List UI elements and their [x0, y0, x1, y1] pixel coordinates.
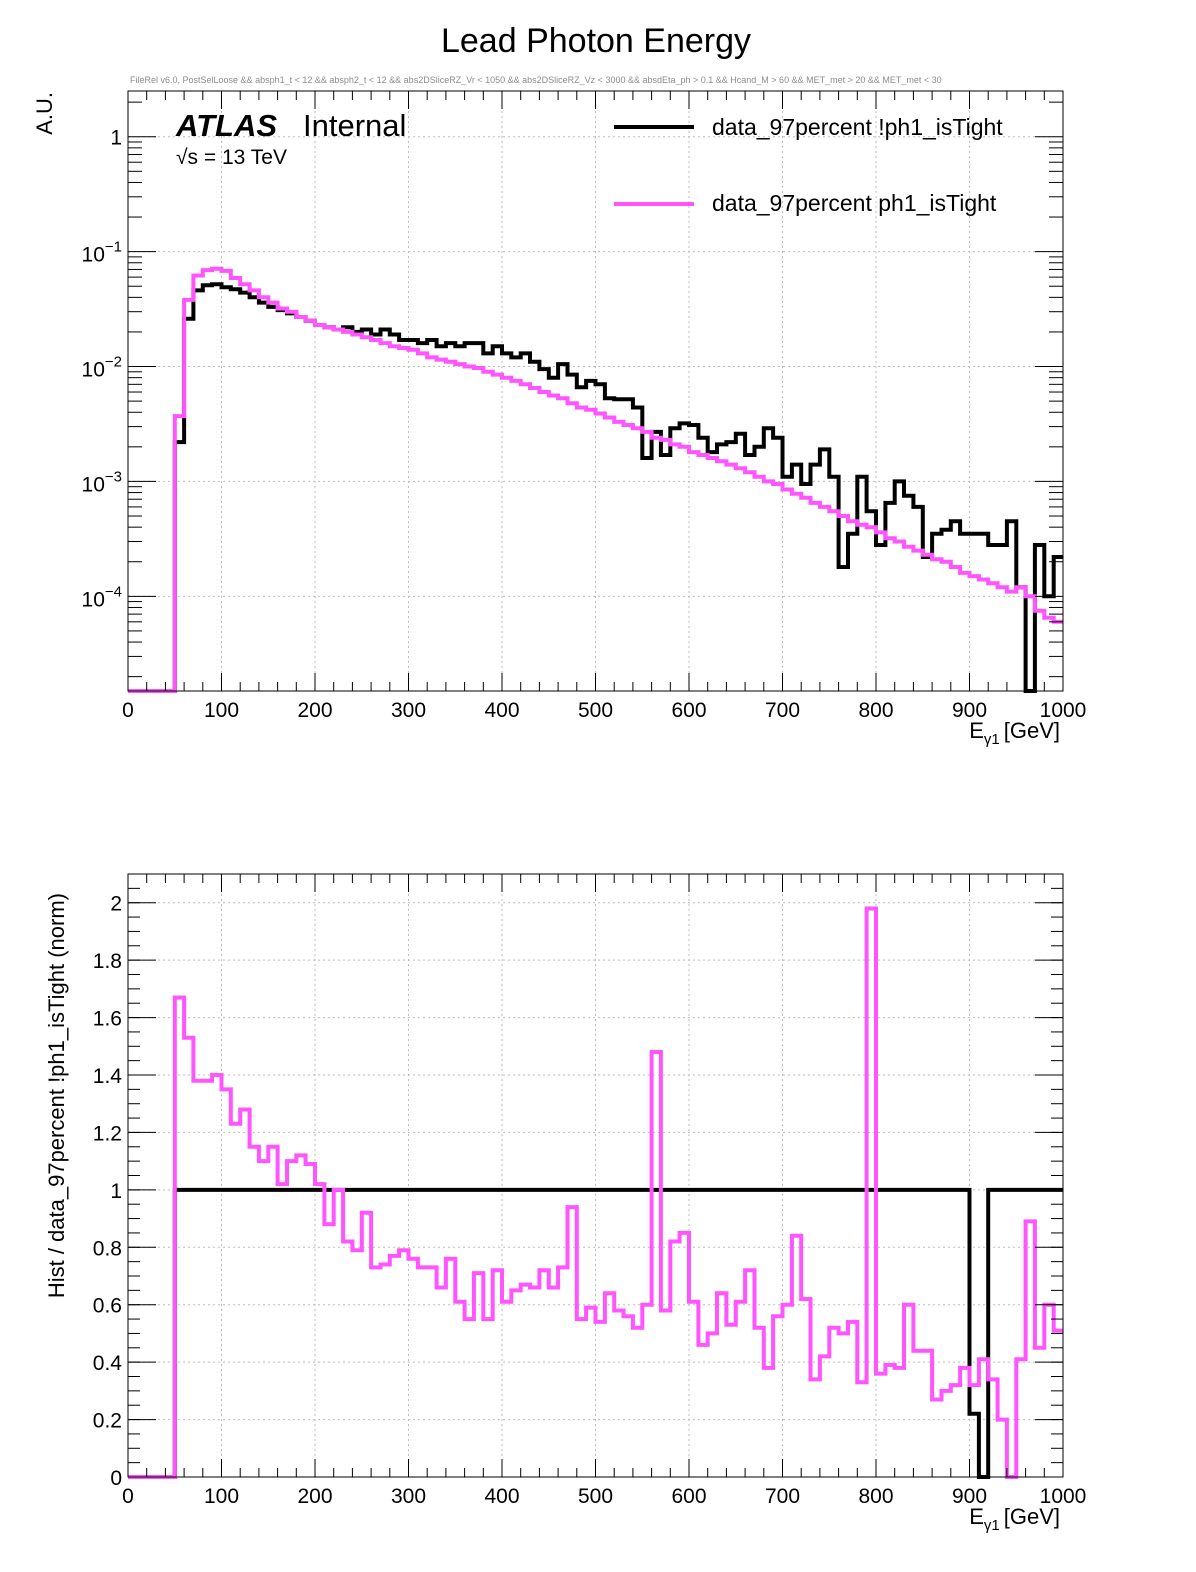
ratio-x-tick-label: 900 [952, 1485, 987, 1508]
ratio-x-axis-title-sub: γ1 [984, 1517, 1000, 1534]
ratio-y-tick-label: 0 [110, 1467, 122, 1490]
top-grid [128, 91, 1063, 691]
ratio-y-axis-title: Hist / data_97percent !ph1_isTight (norm… [44, 893, 69, 1298]
ratio-x-tick-label: 200 [297, 1485, 332, 1508]
top-x-axis-title: Eγ1 [GeV] [969, 718, 1060, 748]
ratio-y-tick-label: 1 [110, 1180, 122, 1203]
top-x-tick-labels: 0 100 200 300 400 500 600 700 800 900 1000 [122, 699, 1086, 722]
top-x-tick-label: 300 [391, 699, 426, 722]
top-ticks [127, 91, 1064, 691]
ratio-ticks [127, 873, 1064, 1478]
top-x-axis-title-main: E [969, 718, 984, 743]
ratio-y-tick-label: 1.4 [93, 1065, 123, 1088]
ratio-grid [128, 874, 1063, 1478]
top-series-line-1 [128, 266, 1063, 693]
top-x-tick-label: 1000 [1040, 699, 1087, 722]
plot-title: Lead Photon Energy [441, 22, 751, 60]
top-x-tick-label: 800 [858, 699, 893, 722]
ratio-x-axis-title-unit: [GeV] [1004, 1504, 1060, 1529]
legend-label-1: data_97percent ph1_isTight [712, 190, 997, 216]
top-y-tick-exp: −2 [105, 354, 122, 371]
ratio-y-tick-label: 0.4 [93, 1352, 123, 1375]
top-y-tick-label: 10−3 [82, 468, 122, 496]
ratio-x-tick-labels: 0 100 200 300 400 500 600 700 800 900 1000 [122, 1485, 1086, 1508]
top-y-axis-title: A.U. [32, 92, 57, 135]
top-y-tick-base: 10 [82, 359, 105, 382]
top-x-tick-label: 100 [204, 699, 239, 722]
ratio-y-tick-label: 1.8 [93, 950, 122, 973]
atlas-status: Internal [303, 108, 406, 143]
ratio-y-tick-labels: 0 0.2 0.4 0.6 0.8 1 1.2 1.4 1.6 1.8 2 [93, 893, 123, 1490]
top-y-tick-label: 10−2 [82, 354, 122, 382]
top-y-tick-base: 10 [82, 588, 105, 611]
top-y-tick-exp: −1 [105, 239, 122, 256]
top-x-tick-label: 400 [484, 699, 519, 722]
top-x-tick-label: 200 [297, 699, 332, 722]
ratio-x-tick-label: 600 [671, 1485, 706, 1508]
top-y-tick-label: 10−4 [82, 583, 122, 611]
top-y-tick-exp: −3 [105, 468, 122, 485]
top-y-tick-exp: −4 [105, 583, 122, 600]
top-y-tick-base: 10 [82, 473, 105, 496]
legend-label-0: data_97percent !ph1_isTight [712, 114, 1003, 140]
top-x-tick-label: 500 [578, 699, 613, 722]
ratio-x-tick-label: 800 [858, 1485, 893, 1508]
top-series [128, 266, 1063, 693]
ratio-y-tick-label: 0.8 [93, 1237, 122, 1260]
ratio-y-tick-label: 0.6 [93, 1295, 122, 1318]
ratio-series-line-0 [128, 1187, 1063, 1479]
energy-label: √s = 13 TeV [176, 146, 287, 169]
top-x-tick-label: 0 [122, 699, 134, 722]
ratio-x-tick-label: 0 [122, 1485, 134, 1508]
top-y-tick-label: 10−1 [82, 239, 122, 267]
ratio-series-line-1 [128, 906, 1063, 1479]
top-y-tick-label: 1 [110, 127, 122, 150]
top-x-tick-label: 700 [765, 699, 800, 722]
ratio-x-tick-label: 300 [391, 1485, 426, 1508]
ratio-x-axis-title-main: E [969, 1504, 984, 1529]
ratio-panel: 0 100 200 300 400 500 600 700 800 900 1000 0 0.2 0.4… [44, 873, 1086, 1534]
top-x-axis-title-unit: [GeV] [1004, 718, 1060, 743]
top-panel: 0 100 200 300 400 500 600 700 800 900 1000 110−110… [32, 90, 1086, 748]
atlas-label: ATLAS [175, 108, 277, 143]
cut-string: FileRel v6.0, PostSelLoose && absph1_t <… [130, 75, 942, 85]
top-y-tick-base: 10 [82, 244, 105, 267]
ratio-y-tick-label: 2 [110, 893, 122, 916]
ratio-y-tick-label: 0.2 [93, 1410, 122, 1433]
top-x-tick-label: 900 [952, 699, 987, 722]
ratio-x-tick-label: 400 [484, 1485, 519, 1508]
legend: data_97percent !ph1_isTight data_97perce… [614, 114, 1003, 216]
ratio-y-tick-label: 1.2 [93, 1122, 122, 1145]
top-x-axis-title-sub: γ1 [984, 731, 1000, 748]
top-y-tick-labels: 110−110−210−310−4 [82, 127, 122, 612]
ratio-x-tick-label: 100 [204, 1485, 239, 1508]
ratio-x-tick-label: 1000 [1040, 1485, 1087, 1508]
ratio-x-tick-label: 700 [765, 1485, 800, 1508]
ratio-series [128, 906, 1063, 1479]
ratio-y-tick-label: 1.6 [93, 1008, 122, 1031]
top-x-tick-label: 600 [671, 699, 706, 722]
ratio-x-tick-label: 500 [578, 1485, 613, 1508]
ratio-x-axis-title: Eγ1 [GeV] [969, 1504, 1060, 1534]
